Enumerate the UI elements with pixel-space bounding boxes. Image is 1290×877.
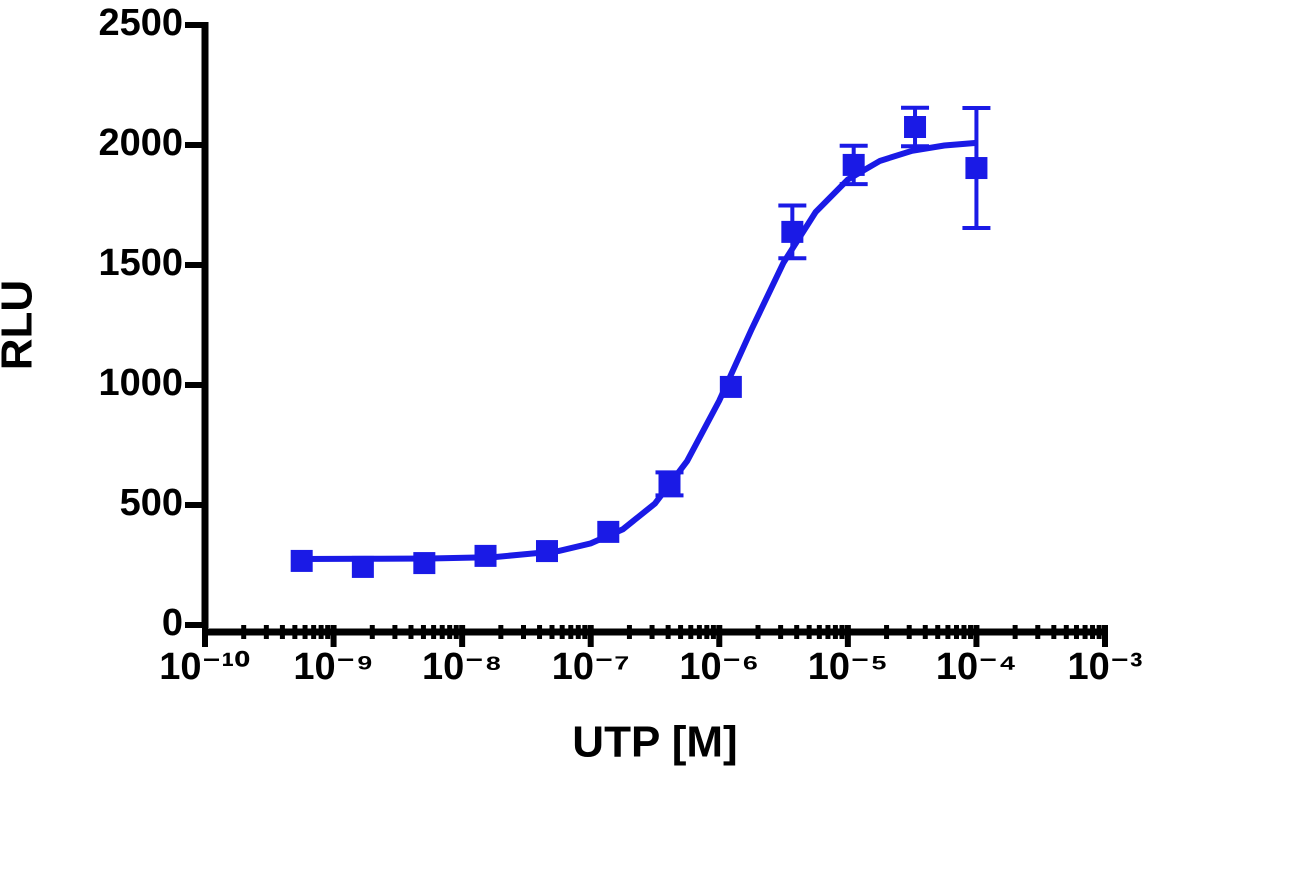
y-tick-label: 1000 <box>98 362 183 404</box>
x-tick-label: 10⁻⁸ <box>422 646 502 688</box>
x-tick-label: 10⁻⁵ <box>808 646 888 688</box>
x-axis-title: UTP [M] <box>572 718 737 767</box>
y-tick-label: 500 <box>120 482 183 524</box>
data-point <box>781 220 804 243</box>
x-tick-label: 10⁻¹⁰ <box>159 646 251 688</box>
y-tick-label: 1500 <box>98 242 183 284</box>
data-point <box>658 472 681 495</box>
data-point <box>351 555 374 578</box>
x-tick-label: 10⁻⁴ <box>936 646 1017 688</box>
data-point <box>535 540 558 563</box>
data-point <box>904 116 927 138</box>
y-tick-label: 2000 <box>98 122 183 164</box>
fit-curve <box>301 139 977 562</box>
data-point <box>413 552 436 575</box>
x-tick-label: 10⁻⁷ <box>552 646 630 688</box>
data-point <box>290 549 313 572</box>
data-point <box>842 153 865 176</box>
y-axis-title: RLU <box>0 280 42 370</box>
x-tick-label: 10⁻³ <box>1068 646 1143 688</box>
data-point <box>719 375 742 398</box>
x-tick-label: 10⁻⁹ <box>293 646 373 688</box>
data-point <box>965 157 988 180</box>
data-point <box>474 544 497 567</box>
data-point <box>597 520 620 543</box>
y-tick-label: 0 <box>162 602 183 644</box>
x-tick-label: 10⁻⁶ <box>679 646 759 688</box>
y-tick-label: 2500 <box>98 2 183 44</box>
